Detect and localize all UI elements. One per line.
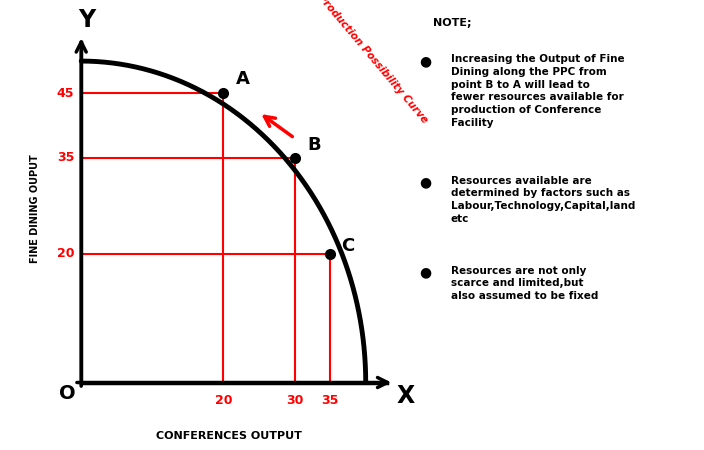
Text: O: O (59, 384, 75, 404)
Text: 45: 45 (56, 87, 74, 100)
Text: FINE DINING OUPUT: FINE DINING OUPUT (30, 154, 40, 263)
Text: C: C (341, 237, 354, 255)
Text: A: A (237, 70, 250, 88)
Text: 35: 35 (322, 394, 339, 407)
Text: ●: ● (419, 266, 431, 279)
Text: Production Possibility Curve: Production Possibility Curve (316, 0, 429, 126)
Text: Y: Y (78, 8, 96, 32)
Text: Resources are not only
scarce and limited,but
also assumed to be fixed: Resources are not only scarce and limite… (451, 266, 598, 301)
Text: ●: ● (419, 54, 431, 68)
Text: 30: 30 (286, 394, 303, 407)
Text: 20: 20 (56, 248, 74, 261)
Text: ●: ● (419, 176, 431, 189)
Text: Increasing the Output of Fine
Dining along the PPC from
point B to A will lead t: Increasing the Output of Fine Dining alo… (451, 54, 624, 128)
Text: 35: 35 (57, 151, 74, 164)
Text: NOTE;: NOTE; (433, 18, 472, 28)
Text: CONFERENCES OUTPUT: CONFERENCES OUTPUT (156, 431, 302, 441)
Text: X: X (397, 384, 415, 409)
Text: Resources available are
determined by factors such as
Labour,Technology,Capital,: Resources available are determined by fa… (451, 176, 635, 224)
Text: B: B (308, 136, 321, 154)
Text: 20: 20 (215, 394, 232, 407)
